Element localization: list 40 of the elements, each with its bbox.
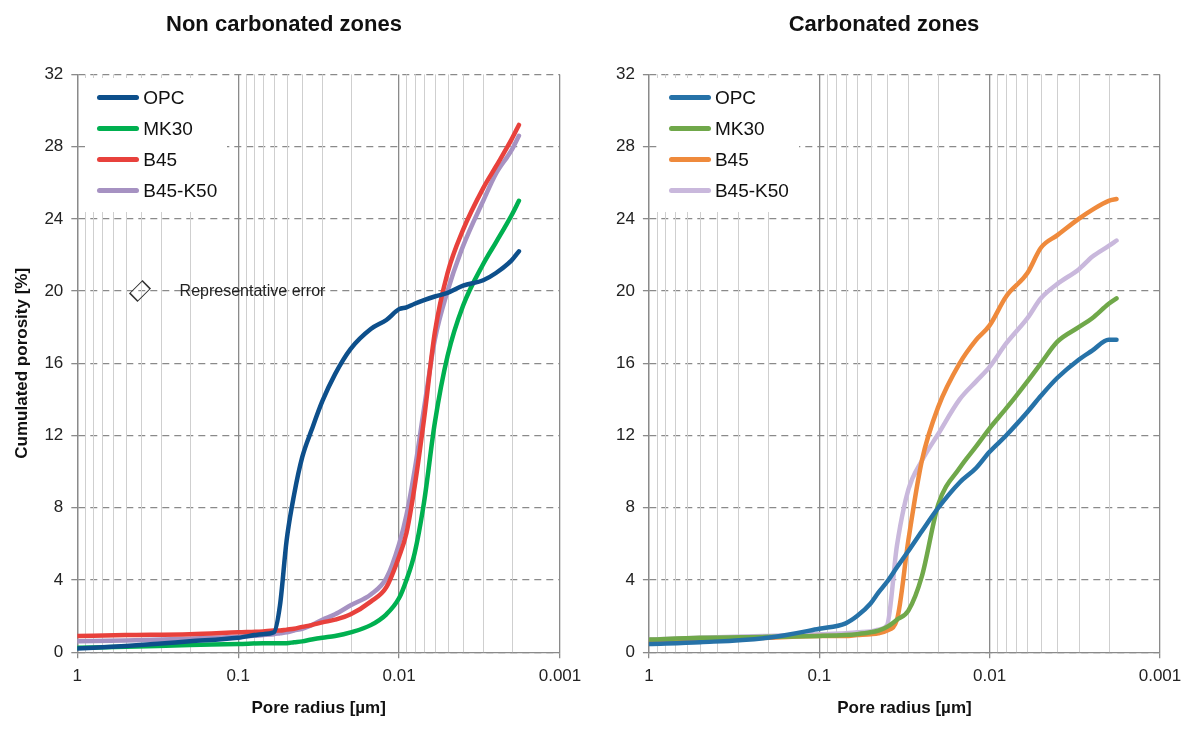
y-tick-label: 20: [615, 280, 635, 300]
y-tick-label: 0: [625, 641, 635, 661]
y-tick-label: 16: [615, 352, 635, 372]
y-tick-label: 4: [53, 569, 64, 589]
y-tick-label: 24: [615, 208, 635, 228]
y-tick-label: 32: [615, 64, 635, 84]
x-tick-label: 0.01: [382, 666, 416, 686]
legend-label: OPC: [143, 86, 185, 109]
y-tick-label: 20: [44, 280, 64, 300]
x-tick-label: 0.1: [807, 666, 832, 686]
legend-label: MK30: [714, 117, 765, 140]
legend-label: B45-K50: [714, 179, 789, 202]
y-tick-label: 8: [53, 497, 64, 517]
y-axis-title: Cumulated porosity [%]: [11, 267, 31, 459]
legend-label: B45-K50: [143, 179, 218, 202]
y-tick-label: 28: [44, 136, 64, 156]
y-tick-label: 0: [53, 641, 64, 661]
x-tick-label: 0.1: [226, 666, 251, 686]
y-tick-label: 24: [44, 208, 64, 228]
x-axis-title: Pore radius [µm]: [251, 698, 386, 718]
chart-title: Non carbonated zones: [166, 11, 402, 37]
x-tick-label: 1: [72, 666, 83, 686]
x-tick-label: 1: [644, 666, 654, 686]
legend-label: MK30: [143, 117, 193, 140]
y-tick-label: 8: [625, 497, 635, 517]
y-tick-label: 12: [615, 425, 635, 445]
y-tick-label: 12: [44, 425, 64, 445]
y-tick-label: 4: [625, 569, 635, 589]
legend-label: OPC: [714, 86, 757, 109]
y-tick-label: 32: [44, 64, 64, 84]
x-tick-label: 0.01: [973, 666, 1007, 686]
annotation: Representative error: [179, 281, 326, 300]
chart-title: Carbonated zones: [788, 11, 980, 37]
x-tick-label: 0.001: [1138, 666, 1182, 686]
y-tick-label: 28: [615, 136, 635, 156]
x-axis-title: Pore radius [µm]: [837, 698, 972, 718]
legend-label: B45: [714, 148, 749, 171]
x-tick-label: 0.001: [538, 666, 582, 686]
legend-label: B45: [143, 148, 178, 171]
y-tick-label: 16: [44, 352, 64, 372]
